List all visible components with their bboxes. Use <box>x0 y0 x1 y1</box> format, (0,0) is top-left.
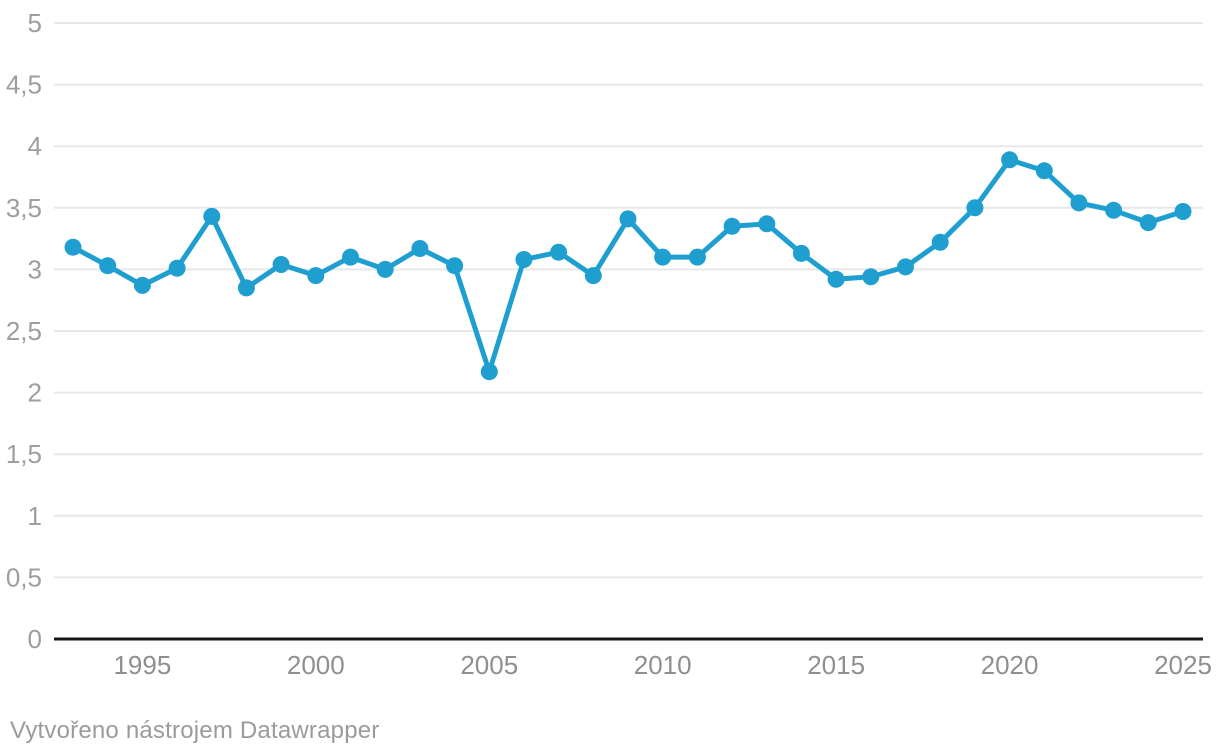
data-point <box>1001 151 1019 169</box>
data-point <box>792 244 810 262</box>
data-point <box>342 248 359 266</box>
data-point <box>827 270 845 288</box>
y-tick-label: 5 <box>28 8 42 38</box>
data-point <box>862 268 880 286</box>
data-point <box>758 215 776 233</box>
data-point <box>272 256 290 273</box>
y-tick-label: 3,5 <box>6 193 42 223</box>
data-point <box>1139 214 1157 232</box>
data-point <box>203 207 221 225</box>
y-tick-label: 0 <box>28 624 42 654</box>
data-line <box>70 157 1186 375</box>
data-point <box>376 260 394 278</box>
y-tick-label: 0,5 <box>6 562 42 592</box>
data-point <box>584 267 602 285</box>
data-point <box>654 248 672 266</box>
y-tick-label: 1,5 <box>6 439 42 469</box>
x-tick-label: 2005 <box>460 650 518 680</box>
data-point <box>966 199 984 217</box>
data-point <box>723 217 741 235</box>
data-point <box>446 257 464 275</box>
x-tick-label: 1995 <box>113 650 171 680</box>
y-tick-label: 2,5 <box>6 316 42 346</box>
data-point <box>64 238 82 256</box>
x-tick-label: 2020 <box>981 650 1039 680</box>
data-point <box>515 251 533 268</box>
y-tick-label: 2 <box>28 378 42 408</box>
data-point <box>688 248 706 266</box>
data-point <box>1070 194 1088 212</box>
datawrapper-attribution: Vytvořeno nástrojem Datawrapper <box>10 717 380 744</box>
y-tick-label: 4 <box>28 131 42 161</box>
data-point <box>1105 201 1123 219</box>
data-point <box>168 259 186 277</box>
y-tick-label: 4,5 <box>6 70 42 100</box>
data-point <box>1174 203 1192 220</box>
y-tick-label: 1 <box>28 501 42 531</box>
data-point <box>411 240 429 257</box>
data-point <box>550 243 568 261</box>
y-tick-label: 3 <box>28 254 42 284</box>
data-point <box>307 267 325 285</box>
data-point <box>480 363 498 381</box>
data-point <box>237 279 255 297</box>
x-tick-label: 2025 <box>1154 650 1212 680</box>
x-tick-label: 2010 <box>634 650 692 680</box>
x-tick-label: 2000 <box>287 650 345 680</box>
line-chart: 0 0,5 1 1,5 2 2,5 3 3,5 4 4,5 5 1995 2000 2005 2010 201… <box>6 8 1212 680</box>
data-point <box>931 233 949 251</box>
x-tick-label: 2015 <box>807 650 865 680</box>
data-point <box>133 276 151 294</box>
data-point <box>99 257 117 275</box>
data-point <box>897 258 914 276</box>
data-point <box>1035 162 1053 180</box>
data-point <box>619 210 637 228</box>
